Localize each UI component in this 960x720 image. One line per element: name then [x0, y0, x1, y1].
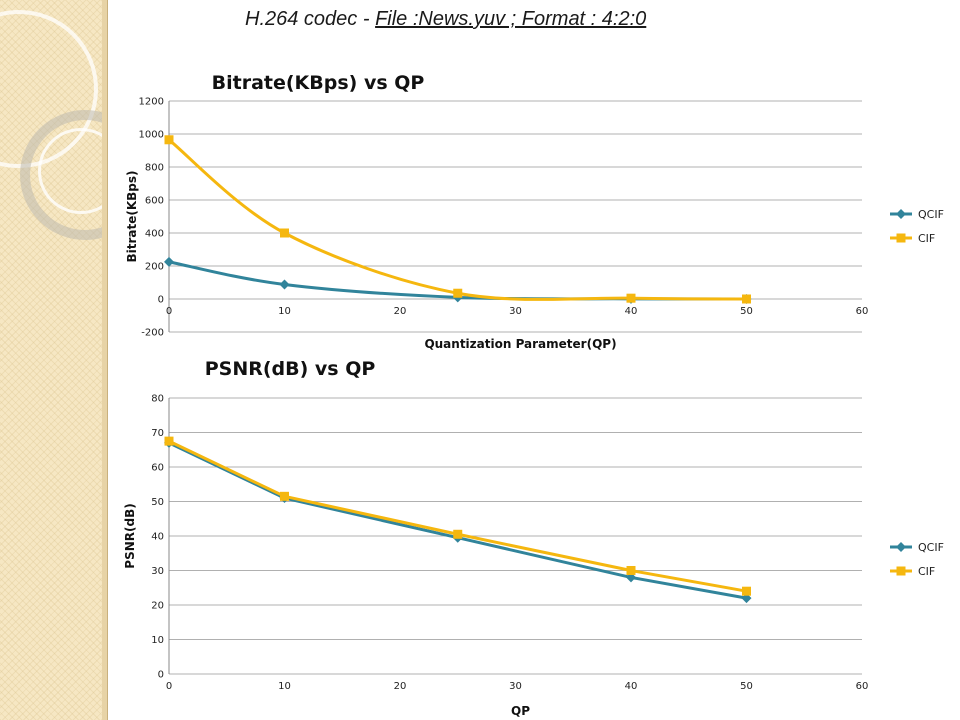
y-tick-label: 1000	[139, 130, 164, 141]
y-tick-label: 0	[158, 295, 164, 306]
decorative-sidebar	[0, 0, 102, 720]
data-point-qcif	[279, 279, 290, 290]
y-tick-label: 800	[145, 163, 164, 174]
x-axis-label: QP	[511, 704, 530, 718]
series-line-cif	[168, 439, 747, 593]
y-tick-label: 50	[151, 497, 164, 508]
legend-label: CIF	[918, 565, 935, 578]
data-point-cif	[742, 294, 751, 304]
x-tick-label: 50	[740, 306, 753, 317]
x-tick-label: 10	[278, 681, 291, 692]
y-tick-label: 1200	[139, 97, 164, 108]
legend-marker-cif	[896, 233, 906, 243]
y-axis-label: PSNR(dB)	[123, 503, 137, 568]
x-tick-label: 60	[856, 306, 869, 317]
x-tick-label: 0	[166, 306, 172, 317]
legend-marker-qcif	[896, 209, 906, 219]
series-cif	[164, 135, 751, 304]
series-cif	[164, 436, 751, 596]
legend: QCIF CIF	[890, 208, 944, 245]
data-point-cif	[164, 436, 174, 446]
x-tick-label: 30	[509, 306, 522, 317]
legend-label: QCIF	[918, 541, 944, 554]
x-tick-label: 20	[394, 306, 407, 317]
y-tick-label: 60	[151, 463, 164, 474]
series-line-cif	[168, 138, 747, 301]
x-tick-label: 40	[625, 681, 638, 692]
sidebar-divider	[107, 0, 108, 720]
y-tick-label: 80	[151, 394, 164, 405]
legend-marker-qcif	[896, 542, 906, 552]
y-tick-label: 70	[151, 428, 164, 439]
y-tick-label: -200	[141, 328, 164, 339]
chart-1: Bitrate(KBps) vs QP-20002004006008001000…	[125, 72, 944, 351]
x-tick-label: 60	[856, 681, 869, 692]
data-point-cif	[742, 586, 751, 596]
data-point-cif	[164, 135, 174, 145]
y-tick-label: 30	[151, 566, 164, 577]
data-point-cif	[280, 491, 289, 501]
x-axis-label: Quantization Parameter(QP)	[424, 337, 616, 351]
sidebar-edge	[102, 0, 107, 720]
slide-title: H.264 codec - File :News.yuv ; Format : …	[245, 8, 646, 31]
data-point-cif	[453, 529, 463, 539]
y-axis-label: Bitrate(KBps)	[125, 170, 139, 262]
data-point-cif	[626, 566, 636, 575]
y-tick-label: 0	[158, 670, 164, 681]
slide-title-prefix: H.264 codec -	[245, 8, 376, 30]
y-tick-label: 200	[145, 262, 164, 273]
x-tick-label: 40	[625, 306, 638, 317]
y-tick-label: 400	[145, 229, 164, 240]
data-point-cif	[453, 288, 463, 298]
x-tick-label: 0	[166, 681, 172, 692]
x-tick-label: 10	[278, 306, 291, 317]
y-tick-label: 600	[145, 196, 164, 207]
chart-title: PSNR(dB) vs QP	[205, 358, 376, 380]
data-point-cif	[626, 293, 636, 303]
y-tick-label: 40	[151, 532, 164, 543]
legend: QCIF CIF	[890, 541, 944, 578]
series-qcif	[164, 437, 752, 604]
legend-marker-cif	[896, 566, 906, 576]
decorative-ring	[20, 110, 102, 240]
x-tick-label: 20	[394, 681, 407, 692]
data-point-qcif	[164, 256, 174, 267]
x-tick-label: 30	[509, 681, 522, 692]
y-tick-label: 20	[151, 601, 164, 612]
legend-label: CIF	[918, 232, 935, 245]
legend-label: QCIF	[918, 208, 944, 221]
chart-title: Bitrate(KBps) vs QP	[212, 72, 425, 94]
x-tick-label: 50	[740, 681, 753, 692]
slide-title-file: File :News.yuv ; Format : 4:2:0	[375, 8, 647, 30]
chart-2: PSNR(dB) vs QP 0 10 20 30 40 50 60 70 80 0 10 20 30 40…	[123, 358, 944, 718]
data-point-cif	[280, 228, 289, 238]
decorative-ring	[38, 128, 102, 214]
y-tick-label: 10	[151, 635, 164, 646]
